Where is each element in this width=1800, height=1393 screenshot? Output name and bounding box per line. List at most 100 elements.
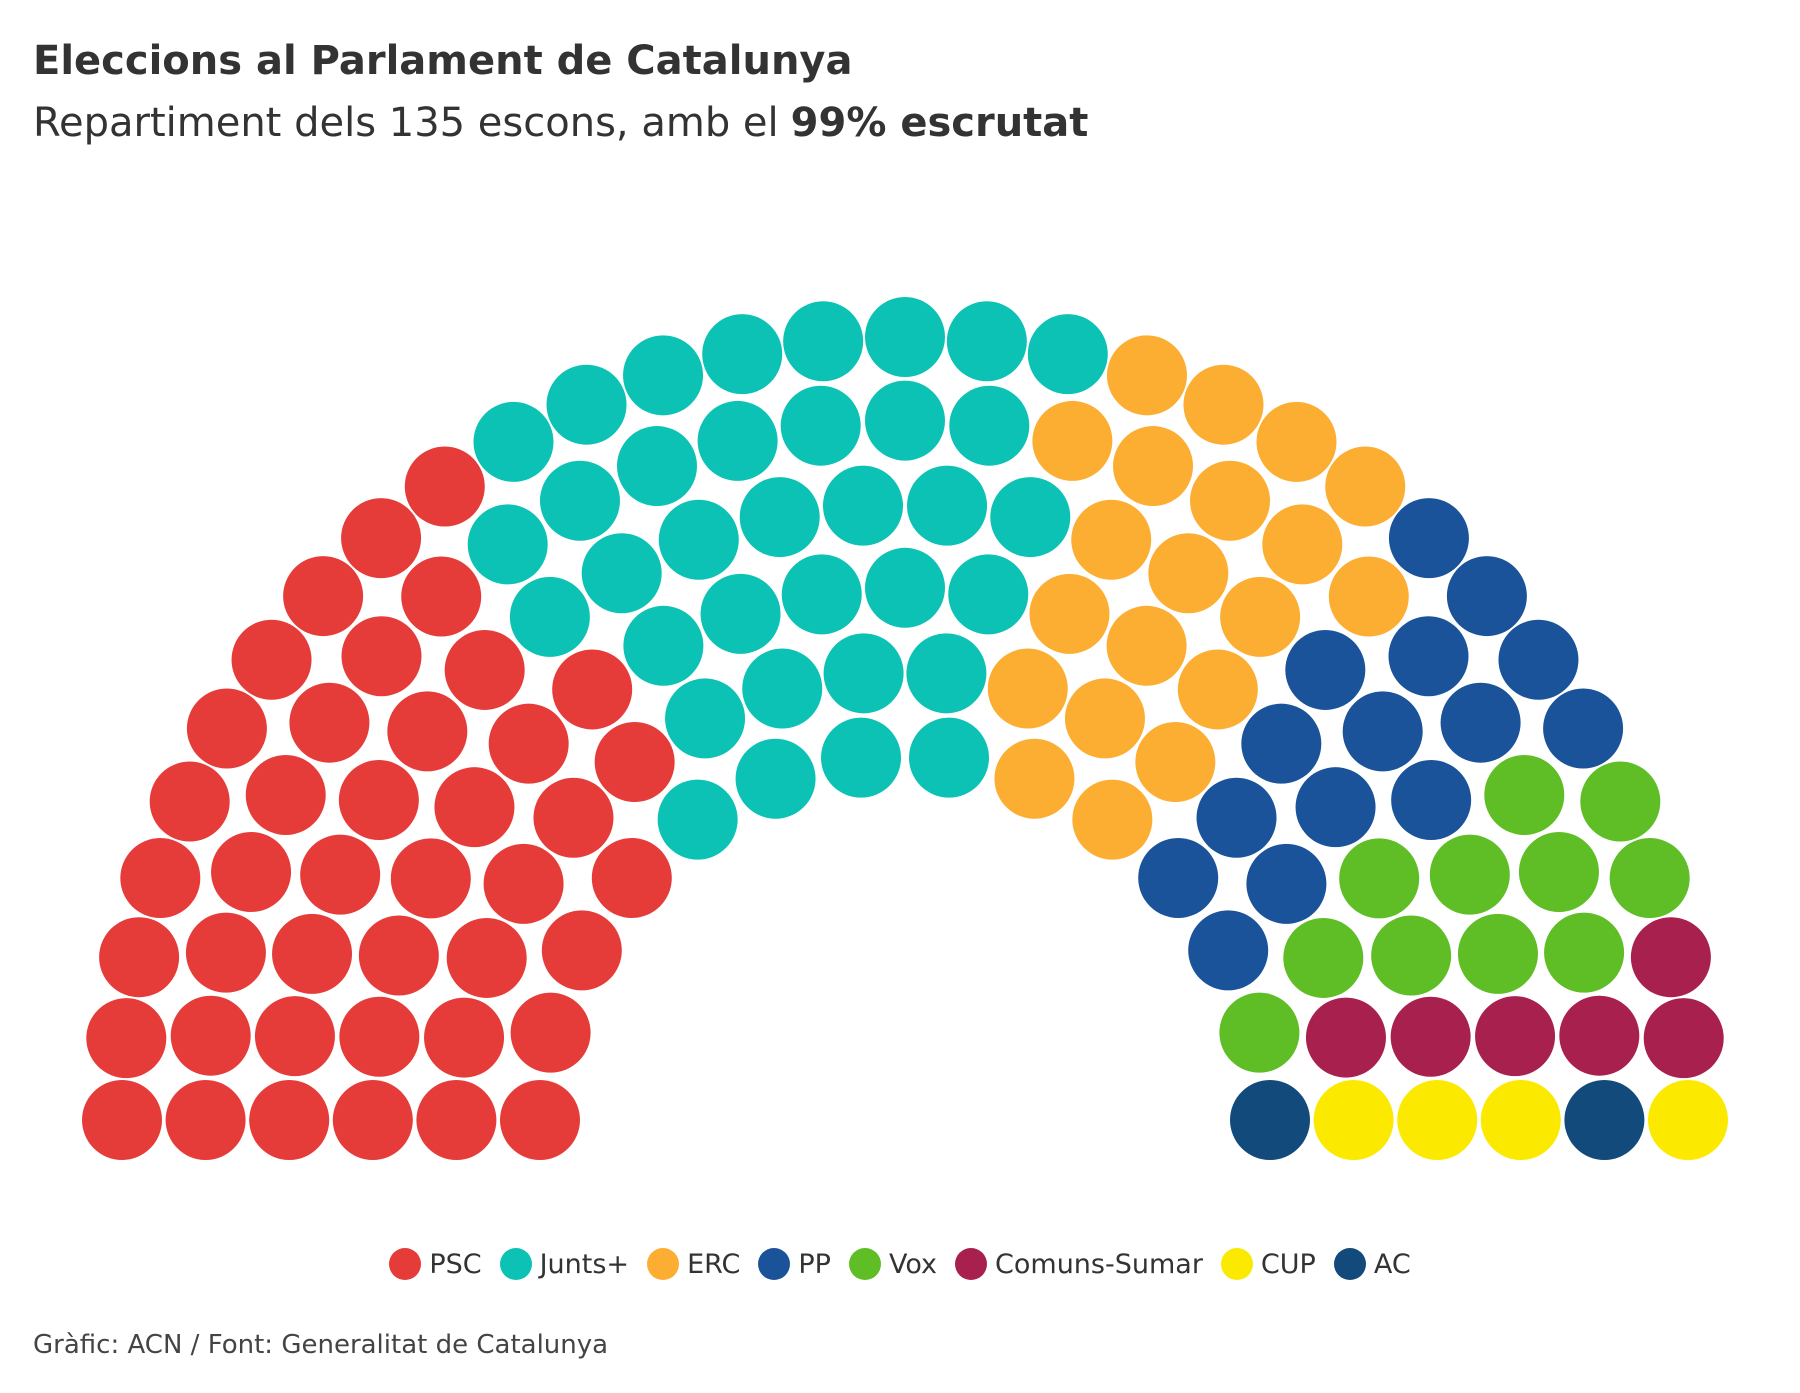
seat [401,556,482,637]
seat [946,301,1027,382]
seat [358,915,439,996]
seat [211,831,292,912]
legend-label: ERC [687,1248,741,1280]
seat [1220,576,1301,657]
seat [1543,688,1624,769]
seat [865,547,945,628]
seat [541,910,622,991]
seat [1643,998,1724,1079]
seat [1559,995,1640,1076]
seat [907,465,988,546]
seat [700,573,781,654]
seat [657,779,738,860]
seat [1498,619,1579,700]
seat [483,843,564,924]
seat [1580,761,1661,842]
legend-swatch [389,1248,422,1280]
seat [1391,760,1472,841]
seat [1484,754,1565,835]
seat [283,556,364,637]
seat [994,738,1075,819]
legend-label: PP [798,1248,831,1280]
legend-label: Comuns-Sumar [995,1248,1203,1280]
seat [658,499,739,580]
seat [1371,915,1452,996]
seat [865,380,945,461]
legend-item: AC [1333,1248,1411,1280]
seat [1313,1080,1394,1160]
seat [1518,831,1599,912]
seat [1064,678,1145,759]
source: Gràfic: ACN / Font: Generalitat de Catal… [33,1330,609,1360]
legend-swatch [955,1248,988,1280]
legend-item: PSC [389,1248,482,1280]
seat [735,738,816,819]
seat [591,837,672,918]
seat [444,629,525,710]
seat [906,633,987,714]
seat [1440,682,1521,763]
seat [1283,917,1364,998]
legend-swatch [647,1248,680,1280]
seat [120,838,201,919]
seat [1256,401,1337,482]
seat [387,691,468,772]
seat [594,722,675,803]
legend-label: Junts+ [539,1248,630,1280]
legend-item: ERC [647,1248,740,1280]
seat [509,576,590,657]
seat [1138,837,1219,918]
seat [1113,426,1194,507]
seat [1544,912,1625,993]
legend-swatch [1220,1248,1253,1280]
seat [1027,314,1108,395]
seat [1135,722,1216,803]
seat [1342,691,1423,772]
seat [1648,1080,1728,1160]
seat [82,1080,162,1160]
seat [390,838,471,919]
seat [1328,556,1409,637]
seat [165,1080,246,1160]
seat [272,913,353,994]
seat [231,619,312,700]
seat [823,633,904,714]
seat [99,917,180,998]
subtitle-text: Repartiment dels 135 escons, amb el [33,100,779,146]
seat [186,688,267,769]
seat [948,554,1029,635]
seat [581,533,662,614]
legend-item: Junts+ [499,1248,630,1280]
seat [1188,910,1269,991]
seat [289,682,370,763]
seat [539,460,620,541]
seat [781,554,862,635]
legend-label: AC [1373,1248,1411,1280]
seat [1106,335,1187,416]
seat [1630,917,1711,998]
seat [1072,779,1153,860]
seat [616,426,697,507]
seat [665,678,746,759]
seat [908,717,989,798]
seat [1177,649,1258,730]
seat [473,401,554,482]
seat [1196,777,1277,858]
seat [86,998,167,1079]
seat [1246,843,1327,924]
seat [990,477,1071,558]
legend-label: PSC [429,1248,482,1280]
legend-swatch [848,1248,881,1280]
seat [1609,838,1690,919]
seat [1325,446,1406,527]
seat [1106,605,1187,686]
legend-label: CUP [1260,1248,1316,1280]
seat [1446,556,1527,637]
seat [404,446,485,527]
legend-item: CUP [1220,1248,1316,1280]
seat [332,1080,413,1160]
seat [702,314,783,395]
seat [1480,1080,1561,1160]
